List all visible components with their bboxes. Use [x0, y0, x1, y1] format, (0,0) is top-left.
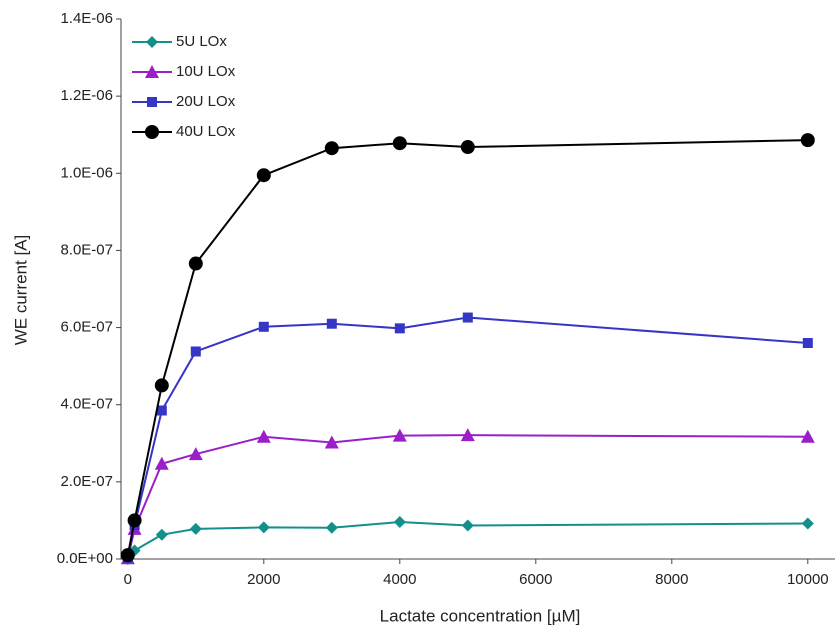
marker — [800, 429, 815, 443]
x-tick-label: 6000 — [519, 571, 552, 588]
marker — [127, 513, 142, 528]
x-tick-label: 4000 — [383, 571, 416, 588]
marker — [256, 168, 271, 183]
y-tick-label: 4.0E-07 — [60, 396, 113, 413]
series-line — [126, 139, 808, 556]
marker — [258, 321, 269, 332]
x-tick-label: 2000 — [247, 571, 280, 588]
y-tick-label: 1.0E-06 — [60, 164, 113, 181]
y-tick-label: 1.4E-06 — [60, 10, 113, 27]
marker — [188, 447, 203, 461]
series-line — [126, 434, 808, 559]
marker — [189, 522, 202, 535]
marker — [190, 346, 201, 357]
x-tick-label: 10000 — [787, 571, 829, 588]
legend-marker — [145, 125, 159, 139]
marker — [120, 548, 135, 563]
marker — [392, 428, 407, 442]
marker — [325, 521, 338, 534]
marker — [394, 323, 405, 334]
marker — [154, 456, 169, 470]
marker — [326, 318, 337, 329]
y-tick-label: 2.0E-07 — [60, 473, 113, 490]
y-tick-label: 8.0E-07 — [60, 241, 113, 258]
legend-marker — [146, 36, 158, 48]
x-axis-label: Lactate concentration [µM] — [380, 606, 581, 625]
marker — [393, 515, 406, 528]
legend-label: 20U LOx — [176, 93, 236, 110]
marker — [256, 429, 271, 443]
marker — [156, 405, 167, 416]
marker — [461, 519, 474, 532]
legend-label: 40U LOx — [176, 123, 236, 140]
marker — [324, 435, 339, 449]
y-tick-label: 1.2E-06 — [60, 87, 113, 104]
x-tick-label: 8000 — [655, 571, 688, 588]
marker — [460, 140, 475, 155]
legend-marker — [147, 97, 157, 107]
legend-marker — [145, 65, 159, 78]
marker — [462, 312, 473, 323]
x-tick-label: 0 — [124, 571, 132, 588]
marker — [801, 517, 814, 530]
marker — [800, 133, 815, 148]
legend-label: 10U LOx — [176, 63, 236, 80]
marker — [154, 378, 169, 393]
marker — [802, 338, 813, 348]
y-tick-label: 0.0E+00 — [57, 550, 113, 567]
y-axis-label: WE current [A] — [11, 235, 30, 346]
marker — [257, 521, 270, 534]
marker — [392, 136, 407, 151]
y-tick-label: 6.0E-07 — [60, 319, 113, 336]
marker — [460, 428, 475, 442]
legend-label: 5U LOx — [176, 33, 227, 50]
marker — [324, 141, 339, 156]
marker — [188, 256, 203, 271]
marker — [155, 528, 168, 541]
